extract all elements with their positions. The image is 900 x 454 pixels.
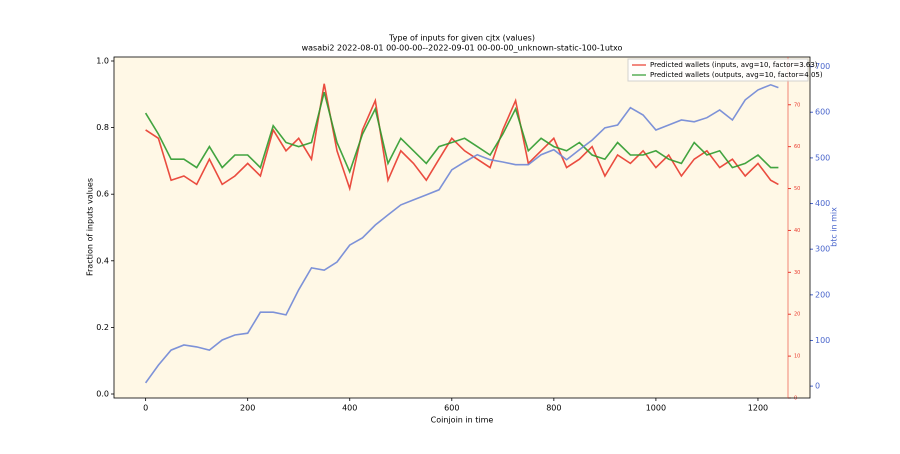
x-tick-label: 800	[546, 404, 561, 413]
legend-label: Predicted wallets (outputs, avg=10, fact…	[650, 71, 823, 79]
x-tick-label: 1000	[646, 404, 666, 413]
y-tick-label: 0.6	[96, 190, 109, 199]
y-tick-label: 0.8	[96, 123, 109, 132]
y3-tick-label: 50	[794, 186, 800, 192]
x-tick-label: 1200	[748, 404, 768, 413]
y3-tick-label: 20	[794, 312, 800, 318]
y2-tick-label: 300	[815, 245, 830, 254]
y2-tick-label: 400	[815, 199, 830, 208]
y3-tick-label: 60	[794, 144, 800, 150]
series-line	[145, 83, 779, 192]
legend: Predicted wallets (inputs, avg=10, facto…	[627, 58, 823, 82]
y2-tick-label: 600	[815, 108, 830, 117]
y3-tick-label: 0	[794, 396, 797, 402]
y-tick-label: 0.4	[96, 256, 109, 265]
y2-tick-label: 0	[815, 382, 820, 391]
series-line	[144, 92, 779, 175]
x-tick-label: 0	[143, 404, 148, 413]
y2-tick-label: 700	[815, 62, 830, 71]
y-tick-label: 0.2	[96, 323, 109, 332]
chart-subtitle: wasabi2 2022-08-01 00-00-00--2022-09-01 …	[302, 44, 623, 53]
x-tick-label: 200	[240, 404, 255, 413]
y2-tick-label: 200	[815, 290, 830, 299]
legend-box	[627, 58, 809, 82]
plot-area	[114, 57, 810, 398]
y2-tick-label: 100	[815, 336, 830, 345]
legend-label: Predicted wallets (inputs, avg=10, facto…	[650, 61, 818, 69]
y-axis-label: Fraction of inputs values	[86, 178, 95, 276]
series-line	[144, 83, 779, 384]
x-tick-label: 600	[444, 404, 459, 413]
y2-tick-label: 500	[815, 153, 830, 162]
y3-tick-label: 30	[794, 270, 800, 276]
y3-tick-label: 40	[794, 228, 800, 234]
y3-tick-label: 10	[794, 354, 800, 360]
y-tick-label: 0.0	[96, 390, 109, 399]
chart-title: Type of inputs for given cjtx (values)	[388, 34, 535, 43]
x-axis-label: Coinjoin in time	[431, 416, 494, 425]
x-tick-label: 400	[342, 404, 357, 413]
y2-axis-label: btc in mix	[830, 207, 839, 247]
y3-tick-label: 70	[794, 102, 800, 108]
y-tick-label: 1.0	[96, 56, 109, 65]
frame	[113, 56, 811, 399]
